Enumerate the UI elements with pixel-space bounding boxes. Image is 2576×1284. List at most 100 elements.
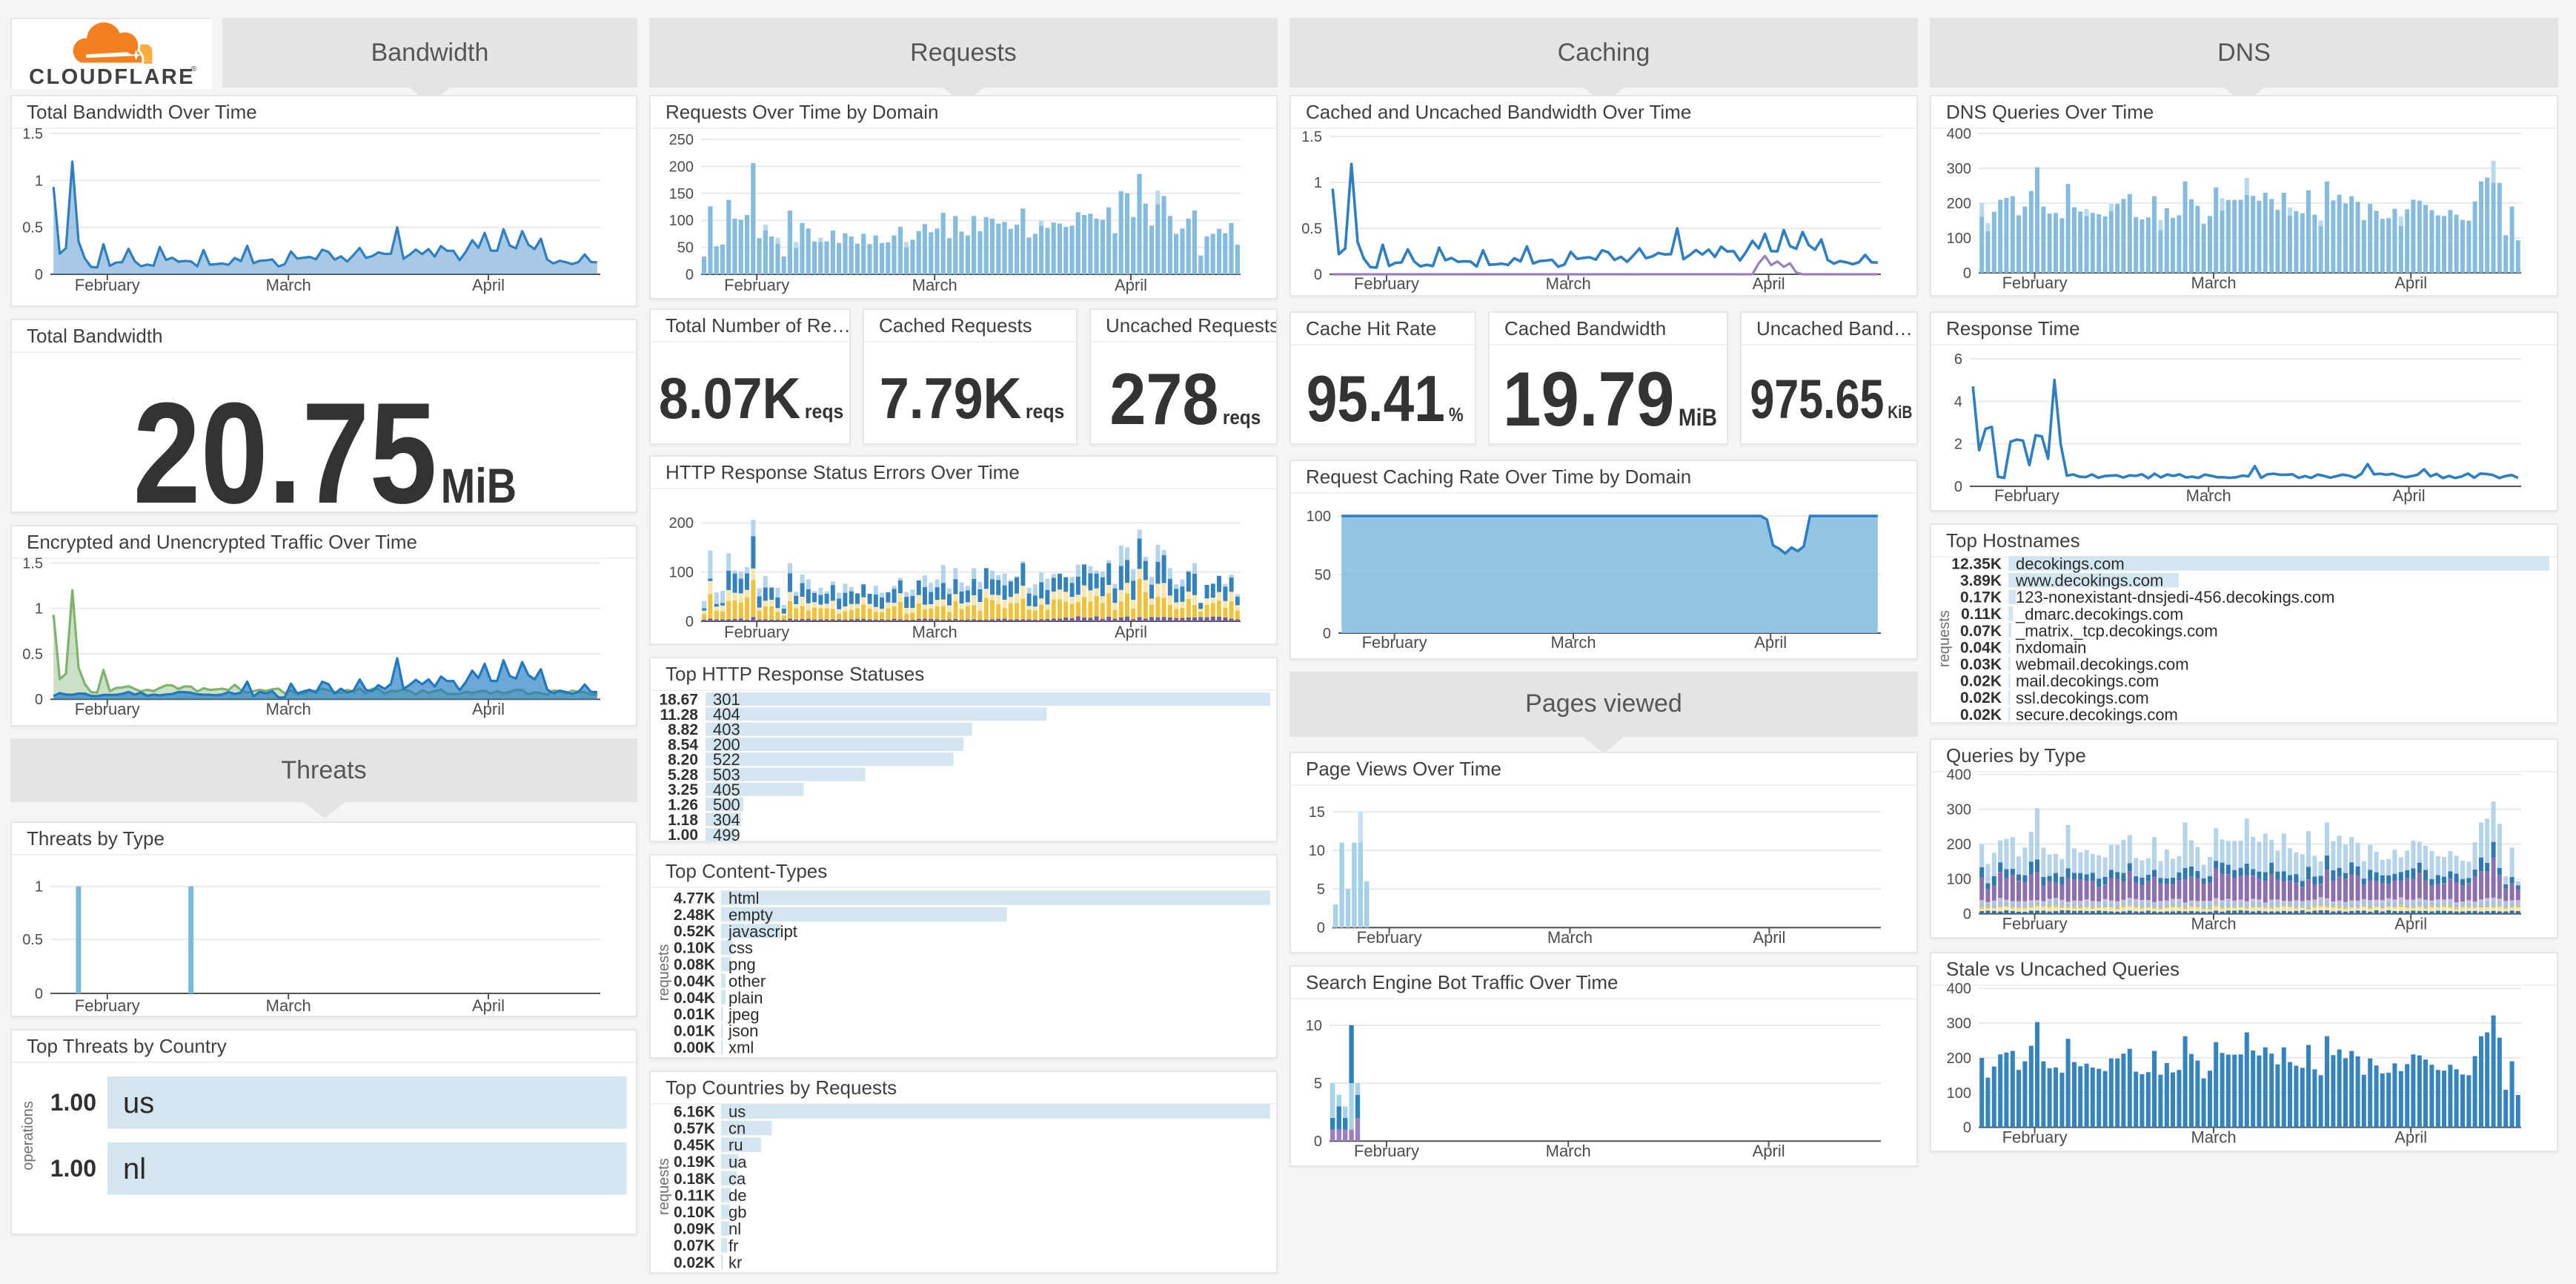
svg-text:12.35K: 12.35K	[1951, 555, 2002, 572]
svg-text:0.08K: 0.08K	[674, 956, 715, 973]
svg-text:April: April	[472, 700, 505, 718]
svg-text:3.89K: 3.89K	[1960, 572, 2002, 589]
svg-text:6: 6	[1954, 351, 1962, 368]
svg-text:javascript: javascript	[728, 922, 797, 941]
svg-text:400: 400	[1947, 981, 1971, 997]
svg-text:150: 150	[669, 186, 694, 202]
svg-text:0: 0	[1963, 1120, 1971, 1136]
svg-text:500: 500	[713, 795, 740, 814]
svg-text:html: html	[728, 889, 760, 907]
svg-text:0: 0	[1323, 626, 1331, 642]
svg-text:100: 100	[669, 565, 694, 581]
svg-text:0.04K: 0.04K	[1960, 639, 2002, 656]
svg-text:April: April	[1753, 928, 1785, 947]
svg-text:400: 400	[1947, 126, 1971, 142]
svg-text:April: April	[2394, 1128, 2427, 1146]
svg-text:0.01K: 0.01K	[674, 1006, 715, 1023]
svg-text:1: 1	[1314, 175, 1322, 191]
svg-text:March: March	[2191, 274, 2236, 292]
svg-text:100: 100	[1307, 509, 1331, 525]
svg-text:0: 0	[1954, 479, 1962, 495]
svg-text:requests: requests	[656, 1158, 672, 1215]
svg-text:301: 301	[713, 690, 740, 709]
svg-text:8.20: 8.20	[668, 752, 698, 769]
svg-text:0: 0	[35, 692, 43, 708]
svg-text:50: 50	[677, 240, 694, 257]
svg-text:gb: gb	[728, 1203, 746, 1222]
svg-text:300: 300	[1947, 161, 1971, 177]
svg-text:1.00: 1.00	[50, 1155, 96, 1182]
svg-text:April: April	[1753, 1142, 1785, 1160]
svg-text:February: February	[1354, 1142, 1419, 1160]
svg-text:0.09K: 0.09K	[674, 1221, 715, 1238]
svg-text:0: 0	[1963, 265, 1971, 282]
svg-text:www.decokings.com: www.decokings.com	[2015, 572, 2163, 590]
svg-text:0.04K: 0.04K	[674, 990, 715, 1007]
svg-text:February: February	[75, 700, 140, 718]
svg-text:February: February	[2002, 914, 2068, 933]
svg-text:February: February	[2002, 274, 2068, 292]
svg-text:400: 400	[1947, 767, 1971, 784]
svg-text:0.18K: 0.18K	[674, 1171, 715, 1188]
svg-text:®: ®	[191, 65, 197, 73]
svg-text:April: April	[2394, 914, 2427, 933]
svg-text:3.25: 3.25	[668, 781, 698, 798]
svg-text:requests: requests	[1936, 610, 1953, 667]
svg-text:499: 499	[713, 826, 740, 844]
svg-text:empty: empty	[728, 905, 773, 924]
svg-text:200: 200	[713, 735, 740, 754]
svg-text:json: json	[728, 1022, 758, 1040]
svg-text:March: March	[912, 623, 957, 641]
svg-text:0: 0	[35, 267, 43, 283]
svg-text:CLOUDFLARE: CLOUDFLARE	[29, 65, 195, 89]
svg-text:0.11K: 0.11K	[674, 1187, 715, 1204]
svg-text:100: 100	[1947, 872, 1971, 888]
svg-text:operations: operations	[20, 1101, 36, 1170]
svg-text:February: February	[1354, 274, 1419, 293]
svg-text:0: 0	[686, 614, 694, 630]
svg-text:8.82: 8.82	[668, 721, 698, 738]
svg-text:1.26: 1.26	[668, 796, 698, 813]
svg-text:0.10K: 0.10K	[674, 1204, 715, 1221]
svg-text:0.02K: 0.02K	[1960, 673, 2002, 690]
svg-text:April: April	[2394, 274, 2427, 292]
svg-text:0.03K: 0.03K	[1960, 656, 2002, 673]
svg-text:nxdomain: nxdomain	[2016, 638, 2086, 657]
svg-text:300: 300	[1947, 802, 1971, 818]
svg-text:0.00K: 0.00K	[674, 1039, 715, 1056]
svg-text:403: 403	[713, 721, 740, 739]
svg-text:0: 0	[1317, 920, 1325, 936]
svg-text:February: February	[75, 276, 140, 294]
svg-text:50: 50	[1315, 567, 1331, 583]
svg-text:405: 405	[713, 781, 740, 799]
svg-text:100: 100	[669, 213, 694, 229]
svg-text:200: 200	[669, 515, 694, 532]
svg-text:0: 0	[1314, 267, 1322, 283]
svg-text:522: 522	[713, 750, 740, 769]
svg-text:200: 200	[1947, 1050, 1971, 1067]
svg-text:decokings.com: decokings.com	[2016, 555, 2125, 573]
svg-text:February: February	[724, 276, 789, 294]
svg-text:200: 200	[1947, 837, 1971, 853]
svg-text:1: 1	[35, 601, 43, 618]
svg-text:requests: requests	[656, 944, 672, 1001]
svg-text:kr: kr	[728, 1253, 742, 1271]
svg-text:1.5: 1.5	[1301, 129, 1322, 145]
svg-text:0: 0	[686, 267, 694, 283]
svg-text:100: 100	[1947, 231, 1971, 247]
svg-text:March: March	[266, 276, 311, 294]
svg-text:2.48K: 2.48K	[674, 907, 715, 924]
svg-text:March: March	[266, 996, 311, 1015]
svg-text:nl: nl	[123, 1153, 146, 1185]
svg-text:5.28: 5.28	[668, 767, 698, 784]
svg-text:April: April	[472, 276, 505, 294]
svg-text:404: 404	[713, 705, 740, 724]
svg-text:0.02K: 0.02K	[1960, 689, 2002, 706]
svg-text:April: April	[1115, 623, 1147, 641]
svg-text:webmail.decokings.com: webmail.decokings.com	[2015, 655, 2189, 674]
svg-text:xml: xml	[728, 1039, 754, 1057]
svg-text:11.28: 11.28	[660, 706, 699, 724]
svg-text:0: 0	[1314, 1134, 1322, 1150]
svg-text:0.07K: 0.07K	[674, 1237, 715, 1254]
svg-text:0.19K: 0.19K	[674, 1154, 715, 1171]
